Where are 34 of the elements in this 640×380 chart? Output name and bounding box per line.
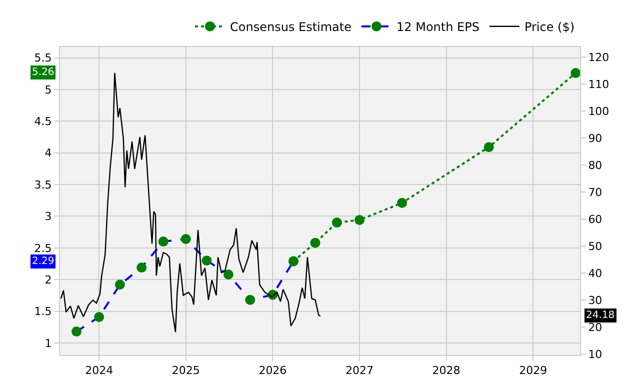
y2-tick-label: 80 xyxy=(588,158,602,172)
legend-label: Price ($) xyxy=(524,20,575,34)
y-tick-label: 2.5 xyxy=(34,242,52,255)
x-tick-label: 2025 xyxy=(172,364,200,378)
y2-tick-label: 100 xyxy=(588,104,610,118)
y-tick-label: 5 xyxy=(44,83,52,96)
y-tick-label: 3 xyxy=(44,210,52,224)
y2-tick-label: 70 xyxy=(588,186,602,199)
y-tick-label: 1 xyxy=(44,336,52,350)
y-tick-label: 3.5 xyxy=(34,178,52,192)
legend-label: Consensus Estimate xyxy=(230,20,352,34)
y2-tick-label: 110 xyxy=(588,78,610,91)
x-tick-label: 2028 xyxy=(432,364,460,378)
y2-tick-label: 20 xyxy=(588,321,602,334)
x-tick-label: 2027 xyxy=(346,364,374,378)
y2-tick-label: 50 xyxy=(588,240,602,253)
y-tick-label: 4.5 xyxy=(34,115,52,128)
y2-tick-label: 40 xyxy=(588,266,602,280)
y-tick-label: 5.5 xyxy=(34,52,52,65)
y2-tick-label: 10 xyxy=(588,348,602,362)
y2-tick-label: 120 xyxy=(588,50,610,64)
text: 24.18 xyxy=(586,310,615,321)
y2-tick-label: 90 xyxy=(588,132,602,145)
y-tick-label: 2 xyxy=(44,273,52,286)
x-tick-label: 2024 xyxy=(85,364,114,378)
y2-tick-label: 30 xyxy=(588,294,602,307)
x-tick-label: 2029 xyxy=(519,364,548,378)
legend-label: 12 Month EPS xyxy=(396,20,480,34)
text: 5.26 xyxy=(32,67,54,78)
y-tick-label: 1.5 xyxy=(34,305,52,318)
y-tick-label: 4 xyxy=(44,146,52,160)
x-tick-label: 2026 xyxy=(258,364,287,378)
y2-tick-label: 60 xyxy=(588,212,602,226)
text: 2.29 xyxy=(32,256,54,267)
